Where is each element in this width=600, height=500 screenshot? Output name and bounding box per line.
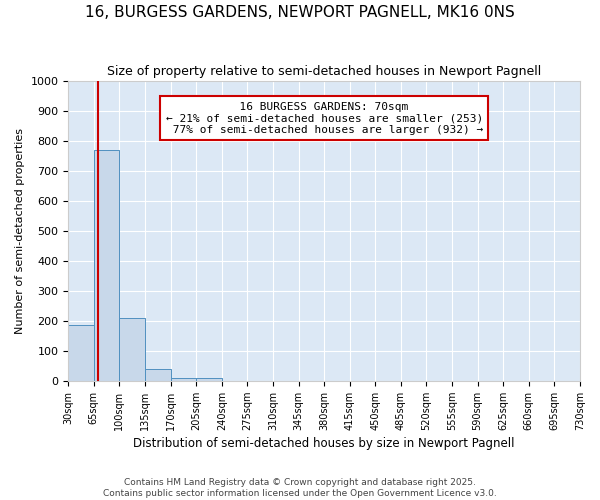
Bar: [68, 326, 94, 381]
Y-axis label: Number of semi-detached properties: Number of semi-detached properties: [15, 128, 25, 334]
Bar: [119, 318, 145, 381]
Text: Contains HM Land Registry data © Crown copyright and database right 2025.
Contai: Contains HM Land Registry data © Crown c…: [103, 478, 497, 498]
Bar: [145, 369, 170, 381]
Bar: [170, 378, 196, 381]
Text: 16 BURGESS GARDENS: 70sqm  
← 21% of semi-detached houses are smaller (253)
 77%: 16 BURGESS GARDENS: 70sqm ← 21% of semi-…: [166, 102, 483, 135]
Title: Size of property relative to semi-detached houses in Newport Pagnell: Size of property relative to semi-detach…: [107, 65, 541, 78]
X-axis label: Distribution of semi-detached houses by size in Newport Pagnell: Distribution of semi-detached houses by …: [133, 437, 515, 450]
Bar: [196, 378, 222, 381]
Text: 16, BURGESS GARDENS, NEWPORT PAGNELL, MK16 0NS: 16, BURGESS GARDENS, NEWPORT PAGNELL, MK…: [85, 5, 515, 20]
Bar: [94, 150, 119, 381]
